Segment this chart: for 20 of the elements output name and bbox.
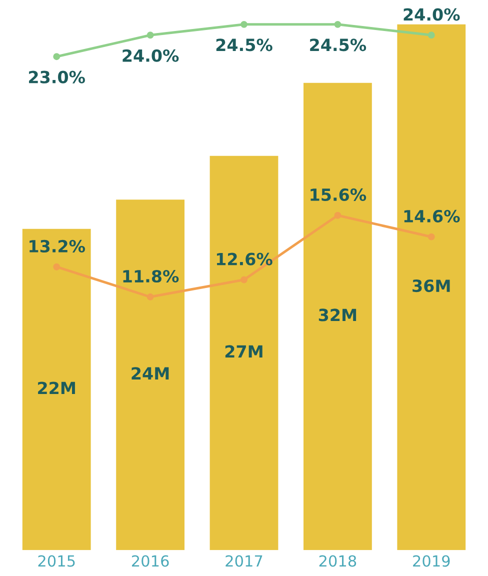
data-label: 36M (412, 279, 450, 292)
data-label: 27M (225, 345, 262, 358)
data-label: 32M (318, 308, 356, 322)
data-label: 14.6% (404, 210, 460, 222)
data-label: 24.0% (404, 8, 460, 21)
data-label: 24.0% (122, 49, 179, 62)
data-label: 13.2% (30, 240, 85, 253)
x-tick-label: 2015 (38, 555, 75, 567)
data-label: 24.5% (310, 38, 366, 52)
x-tick-label: 2019 (413, 555, 450, 567)
data-label: 22M (38, 382, 75, 394)
data-label: 23.0% (29, 70, 85, 84)
data-label: 24.5% (216, 38, 272, 52)
x-tick-label: 2018 (319, 555, 356, 567)
x-tick-label: 2016 (132, 555, 169, 567)
data-label: 12.6% (216, 252, 272, 266)
data-label: 15.6% (310, 188, 366, 202)
data-label: 24M (132, 367, 169, 380)
data-label: 11.8% (123, 270, 179, 283)
x-tick-label: 2017 (226, 555, 262, 567)
